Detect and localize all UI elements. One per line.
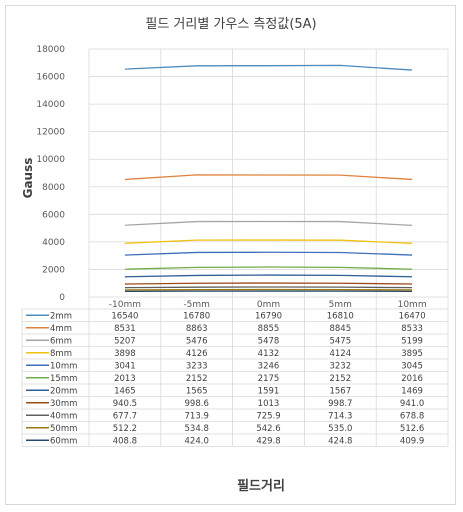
series-line-6mm bbox=[124, 220, 413, 227]
legend-label: 2mm bbox=[50, 311, 72, 321]
y-tick-label: 14000 bbox=[36, 100, 65, 110]
data-label: 512.2 bbox=[113, 424, 137, 434]
data-label: 1013 bbox=[258, 399, 280, 409]
data-label: 2152 bbox=[186, 374, 208, 384]
data-label: 8845 bbox=[329, 324, 351, 334]
legend-label: 6mm bbox=[50, 336, 72, 346]
data-label: 1591 bbox=[258, 386, 280, 396]
data-label: 713.9 bbox=[185, 411, 209, 421]
x-tick-label: -10mm bbox=[109, 300, 141, 310]
data-label: 542.6 bbox=[256, 424, 280, 434]
data-label: 3233 bbox=[186, 361, 208, 371]
legend-label: 60mm bbox=[50, 436, 77, 446]
data-label: 5207 bbox=[114, 336, 136, 346]
y-tick-label: 4000 bbox=[42, 238, 65, 248]
data-label: 429.8 bbox=[256, 436, 280, 446]
data-label: 424.8 bbox=[328, 436, 352, 446]
y-tick-label: 16000 bbox=[36, 73, 65, 83]
series-lines bbox=[124, 64, 413, 293]
chart: 필드 거리별 가우스 측정값(5A) 0 2000 4000 6000 8000 1000… bbox=[21, 17, 449, 494]
data-label: 8533 bbox=[401, 324, 423, 334]
grid-lines bbox=[88, 48, 449, 447]
y-tick-label: 6000 bbox=[42, 210, 65, 220]
x-tick-label: 0mm bbox=[257, 300, 280, 310]
data-label: 4124 bbox=[329, 349, 351, 359]
data-table: -10mm -5mm 0mm 5mm 10mm 2mm 16540 16780 16790 168… bbox=[21, 300, 448, 447]
data-label: 16470 bbox=[399, 311, 426, 321]
data-label: 725.9 bbox=[256, 411, 280, 421]
data-label: 998.7 bbox=[328, 399, 352, 409]
series-line-4mm bbox=[124, 174, 413, 181]
data-label: 2152 bbox=[329, 374, 351, 384]
data-label: 1567 bbox=[329, 386, 351, 396]
series-line-8mm bbox=[124, 239, 413, 244]
data-label: 4126 bbox=[186, 349, 208, 359]
data-label: 5475 bbox=[329, 336, 351, 346]
y-tick-label: 12000 bbox=[36, 128, 65, 138]
series-line-10mm bbox=[124, 251, 413, 256]
y-tick-label: 18000 bbox=[36, 45, 65, 55]
legend-label: 4mm bbox=[50, 324, 72, 334]
data-label: 678.8 bbox=[400, 411, 424, 421]
data-label: 677.7 bbox=[113, 411, 137, 421]
x-tick-label: -5mm bbox=[183, 300, 210, 310]
y-axis-ticks: 0 2000 4000 6000 8000 10000 12000 14000 16000 180… bbox=[36, 45, 65, 303]
data-label: 3898 bbox=[114, 349, 136, 359]
data-label: 535.0 bbox=[328, 424, 352, 434]
y-axis-label: Gauss bbox=[21, 158, 35, 199]
data-label: 3232 bbox=[329, 361, 351, 371]
data-label: 512.6 bbox=[400, 424, 424, 434]
data-label: 1565 bbox=[186, 386, 208, 396]
legend-label: 30mm bbox=[50, 399, 77, 409]
data-label: 1469 bbox=[401, 386, 423, 396]
data-label: 940.5 bbox=[113, 399, 137, 409]
data-label: 2175 bbox=[258, 374, 280, 384]
data-label: 998.6 bbox=[185, 399, 209, 409]
data-label: 409.9 bbox=[400, 436, 424, 446]
y-tick-label: 0 bbox=[59, 293, 65, 303]
data-label: 3895 bbox=[401, 349, 423, 359]
legend-label: 40mm bbox=[50, 411, 77, 421]
series-line-30mm bbox=[124, 282, 413, 285]
legend-label: 50mm bbox=[50, 424, 77, 434]
series-line-40mm bbox=[124, 286, 413, 289]
data-label: 3041 bbox=[114, 361, 136, 371]
chart-frame: 필드 거리별 가우스 측정값(5A) 0 2000 4000 6000 8000 1000… bbox=[5, 5, 456, 505]
data-label: 8863 bbox=[186, 324, 208, 334]
series-line-15mm bbox=[124, 266, 413, 270]
data-label: 4132 bbox=[258, 349, 280, 359]
legend-label: 15mm bbox=[50, 374, 77, 384]
legend-label: 10mm bbox=[50, 361, 77, 371]
chart-title: 필드 거리별 가우스 측정값(5A) bbox=[145, 17, 316, 32]
data-label: 534.8 bbox=[185, 424, 209, 434]
data-label: 2016 bbox=[401, 374, 423, 384]
data-label: 3045 bbox=[401, 361, 423, 371]
y-tick-label: 10000 bbox=[36, 155, 65, 165]
series-line-20mm bbox=[124, 274, 413, 278]
data-label: 16810 bbox=[327, 311, 354, 321]
data-label: 8531 bbox=[114, 324, 136, 334]
data-label: 16540 bbox=[111, 311, 138, 321]
data-label: 714.3 bbox=[328, 411, 352, 421]
data-label: 408.8 bbox=[113, 436, 137, 446]
legend-label: 8mm bbox=[50, 349, 72, 359]
data-label: 2013 bbox=[114, 374, 136, 384]
data-label: 3246 bbox=[258, 361, 280, 371]
series-line-2mm bbox=[124, 64, 413, 71]
data-label: 16790 bbox=[255, 311, 282, 321]
data-label: 16780 bbox=[183, 311, 210, 321]
data-label: 5476 bbox=[186, 336, 208, 346]
x-tick-label: 5mm bbox=[329, 300, 352, 310]
data-label: 5478 bbox=[258, 336, 280, 346]
x-axis-label: 필드거리 bbox=[237, 478, 285, 494]
x-tick-label: 10mm bbox=[398, 300, 427, 310]
data-label: 424.0 bbox=[185, 436, 209, 446]
legend-label: 20mm bbox=[50, 386, 77, 396]
data-label: 5199 bbox=[401, 336, 423, 346]
data-label: 941.0 bbox=[400, 399, 424, 409]
data-label: 8855 bbox=[258, 324, 280, 334]
y-tick-label: 8000 bbox=[42, 183, 65, 193]
y-tick-label: 2000 bbox=[42, 265, 65, 275]
data-label: 1465 bbox=[114, 386, 136, 396]
